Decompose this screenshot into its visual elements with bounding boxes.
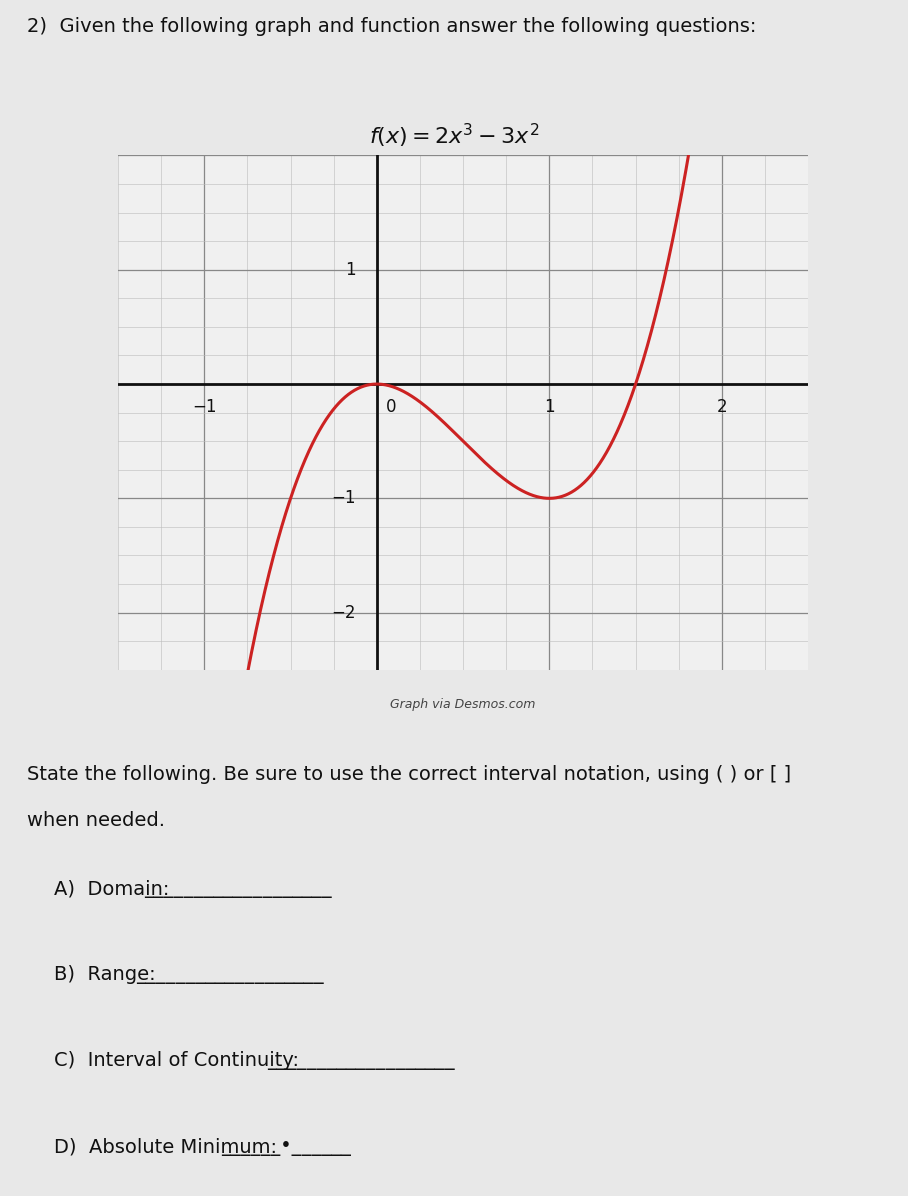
Text: 2)  Given the following graph and function answer the following questions:: 2) Given the following graph and functio… [27,17,756,36]
Text: −1: −1 [192,398,216,416]
Text: when needed.: when needed. [27,811,165,830]
Text: 1: 1 [544,398,555,416]
Text: ___________________: ___________________ [144,879,331,898]
Text: ___________________: ___________________ [136,965,324,984]
Text: −2: −2 [331,604,356,622]
Text: C)  Interval of Continuity:: C) Interval of Continuity: [54,1051,300,1070]
Text: ___________________: ___________________ [268,1051,455,1070]
Text: ______•______: ______•______ [222,1137,351,1157]
Text: Graph via Desmos.com: Graph via Desmos.com [390,698,536,712]
Text: −1: −1 [331,489,356,507]
Text: $f(x) = 2x^3 - 3x^2$: $f(x) = 2x^3 - 3x^2$ [369,121,539,150]
Text: B)  Range:: B) Range: [54,965,156,984]
Text: 1: 1 [345,261,356,279]
Text: D)  Absolute Minimum:: D) Absolute Minimum: [54,1137,278,1157]
Text: 2: 2 [716,398,727,416]
Text: State the following. Be sure to use the correct interval notation, using ( ) or : State the following. Be sure to use the … [27,765,792,785]
Text: A)  Domain:: A) Domain: [54,879,170,898]
Text: 0: 0 [386,398,396,416]
